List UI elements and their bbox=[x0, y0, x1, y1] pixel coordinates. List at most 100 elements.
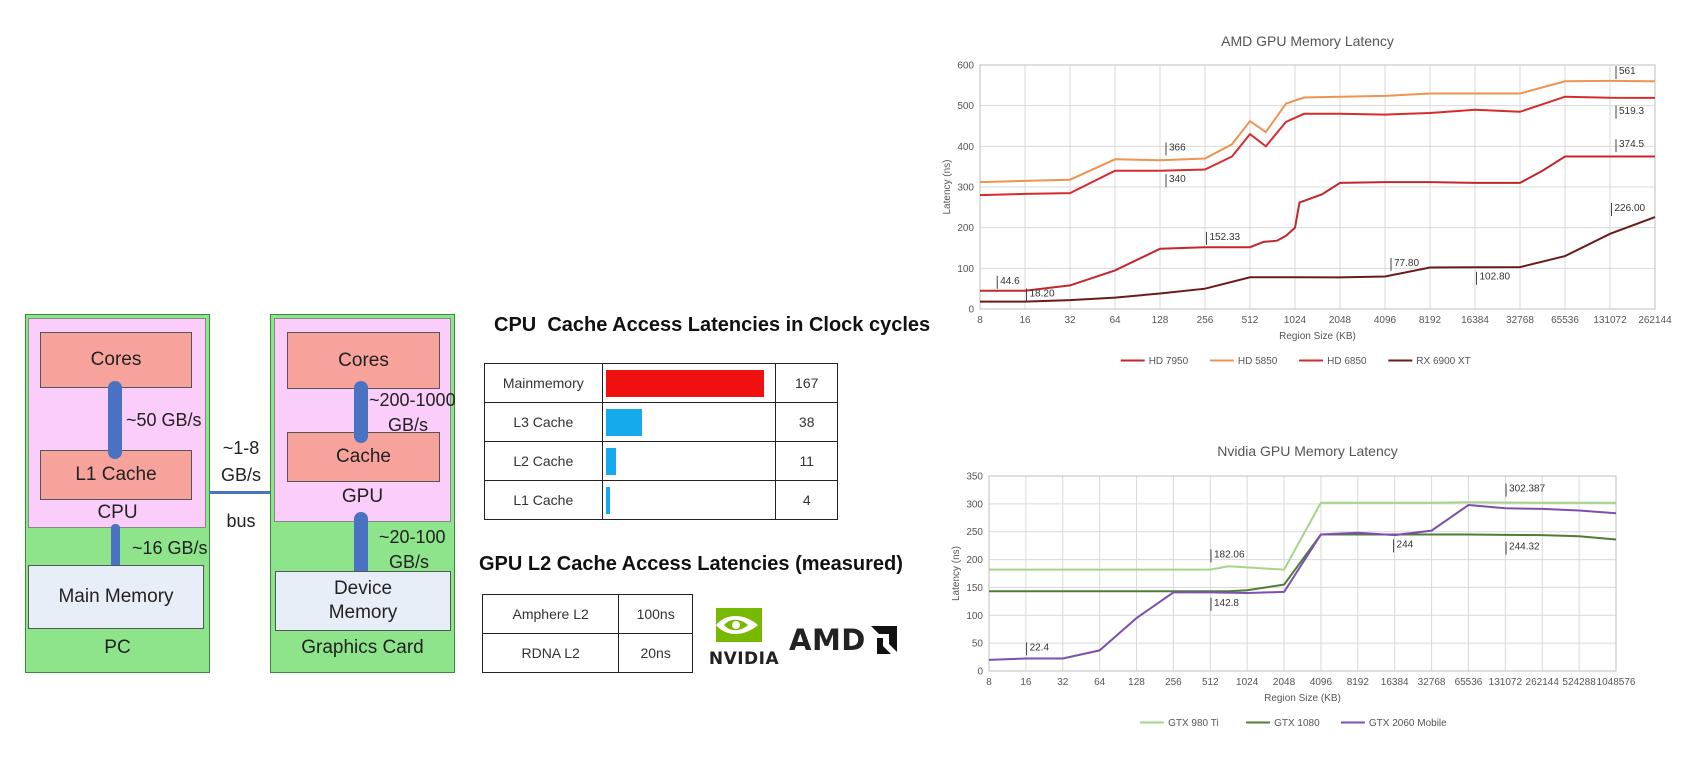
x-tick-label: 262144 bbox=[1638, 315, 1672, 326]
x-axis-title: Region Size (KB) bbox=[1279, 331, 1356, 342]
nvidia-eye-icon bbox=[716, 608, 762, 642]
latency-bar-l3 bbox=[605, 408, 642, 436]
y-tick-label: 350 bbox=[966, 472, 983, 483]
row-name: RDNA L2 bbox=[481, 633, 620, 673]
x-tick-label: 2048 bbox=[1329, 315, 1352, 326]
nvidia-latency-chart: Nvidia GPU Memory Latency 0 50 100 150 200 250… bbox=[951, 443, 1636, 729]
device-memory-line1: Device bbox=[333, 578, 393, 599]
gpu-cores-block: Cores bbox=[287, 332, 440, 389]
series-line bbox=[979, 95, 1656, 197]
y-tick-label: 300 bbox=[966, 499, 983, 510]
plot-frame bbox=[988, 475, 1617, 672]
legend-label: HD 7950 bbox=[1149, 356, 1189, 367]
x-tick-label: 1024 bbox=[1236, 677, 1259, 688]
gpu-memory-link bbox=[354, 512, 368, 580]
row-value: 100ns bbox=[618, 594, 693, 634]
y-tick-label: 400 bbox=[957, 142, 974, 153]
device-memory-line2: Memory bbox=[328, 602, 398, 623]
x-tick-label: 65536 bbox=[1455, 677, 1483, 688]
series-line bbox=[989, 501, 1616, 571]
row-value: 20ns bbox=[618, 633, 693, 673]
latency-bar-l1 bbox=[605, 486, 610, 514]
cpu-memory-link bbox=[111, 524, 120, 572]
x-tick-label: 1048576 bbox=[1597, 677, 1636, 688]
data-label: 340 bbox=[1169, 174, 1186, 185]
x-tick-label: 32 bbox=[1064, 315, 1076, 326]
y-tick-label: 200 bbox=[966, 555, 983, 566]
bus-bandwidth-line1: ~1-8 bbox=[222, 438, 260, 458]
data-label: 142.8 bbox=[1214, 598, 1239, 609]
x-tick-label: 512 bbox=[1242, 315, 1259, 326]
data-label: 374.5 bbox=[1619, 139, 1644, 150]
data-label: 366 bbox=[1169, 142, 1186, 153]
data-label: 102.80 bbox=[1480, 272, 1511, 283]
data-label: 77.80 bbox=[1394, 258, 1419, 269]
legend-label: RX 6900 XT bbox=[1416, 356, 1470, 367]
x-tick-label: 4096 bbox=[1374, 315, 1397, 326]
legend-label: GTX 1080 bbox=[1274, 718, 1320, 729]
x-tick-label: 16 bbox=[1020, 677, 1032, 688]
table-row: Mainmemory 167 bbox=[484, 363, 838, 403]
y-tick-label: 150 bbox=[966, 583, 983, 594]
y-axis-title: Latency (ns) bbox=[951, 546, 962, 601]
y-tick-label: 50 bbox=[972, 639, 984, 650]
x-tick-label: 8 bbox=[986, 677, 992, 688]
y-tick-label: 100 bbox=[957, 264, 974, 275]
y-tick-label: 600 bbox=[957, 61, 974, 72]
series-line bbox=[979, 79, 1656, 184]
cpu-cores-block: Cores bbox=[40, 332, 192, 388]
x-tick-label: 128 bbox=[1128, 677, 1145, 688]
gpu-core-cache-bw-line2: GB/s bbox=[388, 415, 429, 435]
bus-label: bus bbox=[226, 511, 256, 531]
row-name: L2 Cache bbox=[484, 441, 603, 481]
table-row: RDNA L2 20ns bbox=[481, 633, 693, 673]
gpu-cores-label: Cores bbox=[338, 349, 389, 371]
pc-label: PC bbox=[104, 637, 131, 658]
row-value: 4 bbox=[775, 480, 838, 520]
gpu-core-cache-bw-line1: ~200-1000 bbox=[369, 390, 456, 410]
plot-frame bbox=[979, 64, 1656, 310]
gpu-memory-bw-line1: ~20-100 bbox=[379, 527, 446, 547]
data-label: 244 bbox=[1397, 539, 1414, 550]
x-tick-label: 16384 bbox=[1381, 677, 1409, 688]
data-label: 44.6 bbox=[1000, 276, 1020, 287]
series-line bbox=[989, 533, 1617, 593]
x-tick-label: 32768 bbox=[1418, 677, 1446, 688]
y-tick-label: 200 bbox=[957, 223, 974, 234]
table-row: L3 Cache 38 bbox=[484, 402, 838, 442]
x-tick-label: 262144 bbox=[1526, 677, 1560, 688]
gpu-l2-table: Amphere L2 100ns RDNA L2 20ns bbox=[481, 594, 693, 673]
data-label: 226.00 bbox=[1615, 203, 1646, 214]
x-tick-label: 512 bbox=[1202, 677, 1219, 688]
y-tick-label: 500 bbox=[957, 101, 974, 112]
y-axis-title: Latency (ns) bbox=[942, 159, 953, 214]
data-label: 18.20 bbox=[1030, 288, 1055, 299]
latency-bar-mainmemory bbox=[605, 369, 764, 397]
x-tick-label: 64 bbox=[1109, 315, 1121, 326]
x-tick-label: 16384 bbox=[1461, 315, 1489, 326]
series-line bbox=[988, 503, 1617, 661]
table-row: L2 Cache 11 bbox=[484, 441, 838, 481]
amd-wordmark: AMD bbox=[789, 623, 866, 657]
x-tick-label: 524288 bbox=[1562, 677, 1596, 688]
cpu-cores-label: Cores bbox=[90, 349, 142, 370]
l1-cache-label: L1 Cache bbox=[75, 464, 157, 485]
x-tick-label: 8 bbox=[977, 315, 983, 326]
cpu-cache-table-title: CPU Cache Access Latencies in Clock cycl… bbox=[494, 314, 931, 336]
series-line bbox=[980, 155, 1655, 292]
y-tick-label: 0 bbox=[977, 667, 983, 678]
cpu-memory-bandwidth-label: ~16 GB/s bbox=[132, 538, 208, 558]
x-tick-label: 1024 bbox=[1284, 315, 1307, 326]
gpu-memory-bw-line2: GB/s bbox=[389, 552, 430, 572]
main-memory-block: Main Memory bbox=[28, 565, 204, 629]
legend-label: GTX 980 Ti bbox=[1168, 718, 1219, 729]
main-memory-label: Main Memory bbox=[58, 586, 174, 607]
gpu-cache-label: Cache bbox=[336, 446, 391, 467]
gpu-cores-cache-link bbox=[354, 381, 368, 443]
gpu-label: GPU bbox=[341, 486, 384, 507]
x-tick-label: 131072 bbox=[1489, 677, 1523, 688]
y-tick-label: 250 bbox=[966, 527, 983, 538]
cores-l1-link bbox=[108, 381, 122, 459]
core-l1-bandwidth-label: ~50 GB/s bbox=[126, 410, 202, 430]
latency-bar-l2 bbox=[605, 447, 616, 475]
